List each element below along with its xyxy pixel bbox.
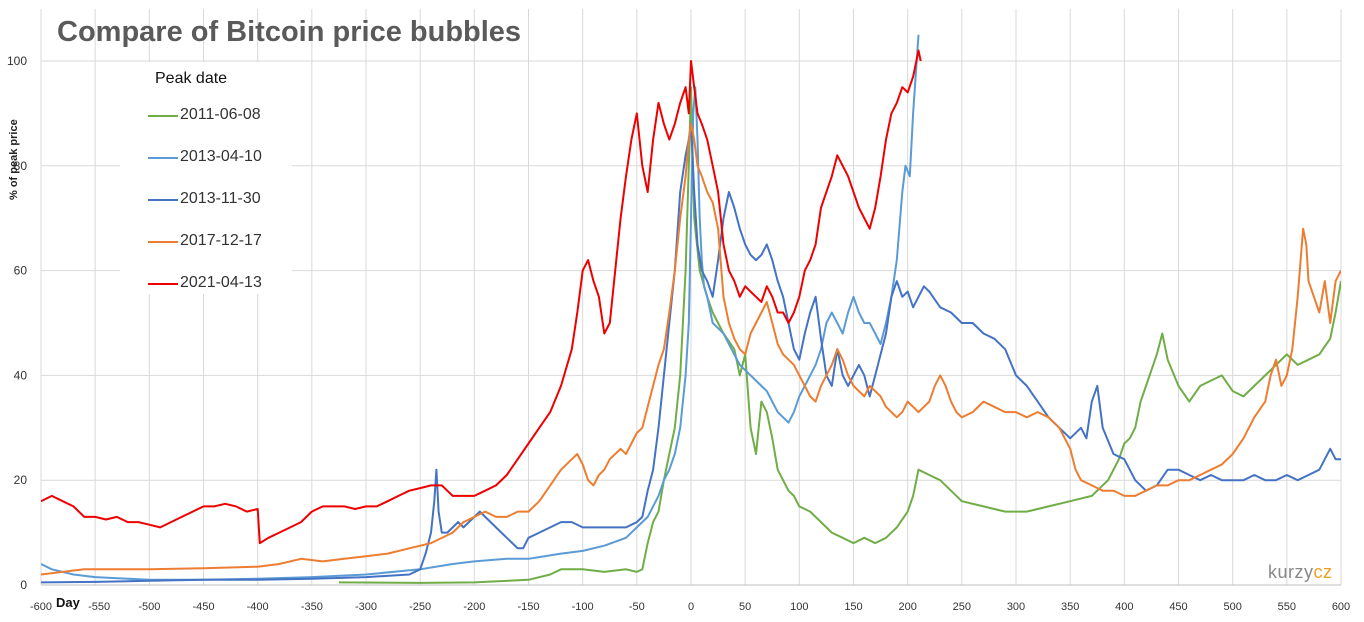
watermark-main: kurzy xyxy=(1268,562,1314,582)
x-tick-label: -550 xyxy=(88,601,110,613)
watermark-accent: cz xyxy=(1313,562,1333,582)
legend-title: Peak date xyxy=(155,70,228,87)
x-tick-label: -200 xyxy=(463,601,485,613)
x-tick-label: -400 xyxy=(247,601,269,613)
x-tick-label: -600 xyxy=(30,601,52,613)
x-tick-label: 350 xyxy=(1061,601,1079,613)
x-tick-label: 600 xyxy=(1332,601,1350,613)
x-tick-label: -150 xyxy=(517,601,539,613)
x-tick-label: 200 xyxy=(898,601,916,613)
y-tick-label: 40 xyxy=(14,368,28,382)
x-tick-label: 100 xyxy=(790,601,808,613)
legend-swatch xyxy=(148,241,178,243)
x-tick-label: 250 xyxy=(953,601,971,613)
legend: Peak date 2011-06-08 2013-04-10 2013-11-30… xyxy=(120,62,292,294)
y-tick-label: 20 xyxy=(14,473,28,487)
series-group xyxy=(41,34,1341,584)
y-tick-label: 80 xyxy=(14,159,28,173)
x-tick-label: 50 xyxy=(739,601,751,613)
legend-swatch xyxy=(148,283,178,285)
legend-label: 2017-12-17 xyxy=(180,232,262,249)
legend-label: 2021-04-13 xyxy=(180,274,262,291)
series-line-2021-04-13 xyxy=(41,49,922,545)
legend-swatch xyxy=(148,115,178,117)
y-tick-label: 60 xyxy=(14,264,28,278)
legend-label: 2011-06-08 xyxy=(180,106,261,123)
x-tick-label: -250 xyxy=(409,601,431,613)
x-tick-label: -500 xyxy=(138,601,160,613)
x-tick-label: 550 xyxy=(1278,601,1296,613)
tick-labels: -600 -550 -500 -450 -400 -350 -300 -250 -200 -150… xyxy=(7,54,1350,613)
y-axis-label: % of peak price xyxy=(8,119,20,200)
x-tick-label: 400 xyxy=(1115,601,1133,613)
x-tick-label: 0 xyxy=(688,601,694,613)
y-tick-label: 100 xyxy=(7,54,27,68)
y-tick-label: 0 xyxy=(20,578,27,592)
series-line-2013-04-10 xyxy=(41,34,920,581)
x-tick-label: -300 xyxy=(355,601,377,613)
x-tick-label: -50 xyxy=(629,601,645,613)
x-tick-label: -350 xyxy=(301,601,323,613)
x-tick-label: 450 xyxy=(1169,601,1187,613)
legend-swatch xyxy=(148,157,178,159)
watermark-logo: kurzycz xyxy=(1268,562,1333,583)
legend-swatch xyxy=(148,199,178,201)
x-tick-label: -450 xyxy=(192,601,214,613)
legend-label: 2013-11-30 xyxy=(180,190,261,207)
series-line-2017-12-17 xyxy=(41,122,1341,576)
x-axis-label: Day xyxy=(56,595,80,610)
x-tick-label: 150 xyxy=(844,601,862,613)
series-line-2011-06-08 xyxy=(338,86,1341,584)
x-tick-label: 300 xyxy=(1007,601,1025,613)
x-tick-label: 500 xyxy=(1223,601,1241,613)
chart-title: Compare of Bitcoin price bubbles xyxy=(57,16,522,48)
legend-label: 2013-04-10 xyxy=(180,148,262,165)
x-tick-label: -100 xyxy=(572,601,594,613)
series-line-2013-11-30 xyxy=(41,122,1341,584)
